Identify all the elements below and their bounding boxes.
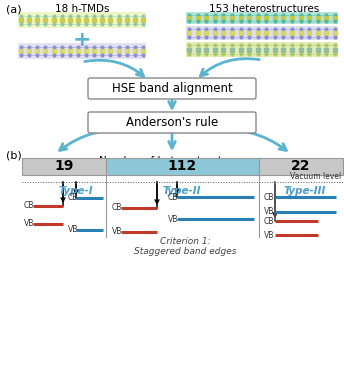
Text: Number of heterostructures: Number of heterostructures bbox=[99, 156, 245, 166]
Text: Type-II: Type-II bbox=[163, 186, 201, 196]
Text: VB: VB bbox=[112, 228, 122, 236]
Text: CB: CB bbox=[264, 193, 275, 201]
Text: CB: CB bbox=[68, 194, 78, 202]
Text: Vacuum level: Vacuum level bbox=[290, 172, 341, 181]
Text: VB: VB bbox=[168, 215, 179, 223]
Bar bbox=[186, 12, 338, 24]
Text: Criterion 1:
Staggered band edges: Criterion 1: Staggered band edges bbox=[134, 237, 236, 256]
Bar bbox=[18, 43, 146, 59]
FancyBboxPatch shape bbox=[88, 78, 256, 99]
Bar bbox=[186, 42, 338, 57]
Text: 112: 112 bbox=[168, 160, 197, 173]
Text: Anderson's rule: Anderson's rule bbox=[126, 116, 218, 129]
Text: Type-III: Type-III bbox=[284, 186, 326, 196]
Text: 153 heterostructures: 153 heterostructures bbox=[209, 4, 319, 14]
Text: +: + bbox=[73, 30, 91, 50]
Text: HSE band alignment: HSE band alignment bbox=[111, 82, 233, 95]
Bar bbox=[22, 158, 106, 175]
Text: CB: CB bbox=[24, 201, 34, 210]
Text: (a): (a) bbox=[6, 4, 22, 14]
Text: VB: VB bbox=[264, 230, 275, 240]
Text: CB: CB bbox=[112, 204, 122, 212]
Text: Type-I: Type-I bbox=[59, 186, 93, 196]
Text: CB: CB bbox=[168, 193, 179, 201]
Text: VB: VB bbox=[24, 220, 34, 228]
Text: VB: VB bbox=[264, 207, 275, 217]
Text: VB: VB bbox=[68, 225, 78, 235]
Text: (b): (b) bbox=[6, 150, 22, 160]
Bar bbox=[186, 26, 338, 40]
Bar bbox=[106, 158, 259, 175]
FancyBboxPatch shape bbox=[88, 112, 256, 133]
Bar bbox=[259, 158, 343, 175]
Bar bbox=[18, 12, 146, 28]
Text: 19: 19 bbox=[54, 160, 74, 173]
Text: 18 h-TMDs: 18 h-TMDs bbox=[55, 4, 109, 14]
Text: 22: 22 bbox=[291, 160, 311, 173]
Text: CB: CB bbox=[264, 217, 275, 225]
